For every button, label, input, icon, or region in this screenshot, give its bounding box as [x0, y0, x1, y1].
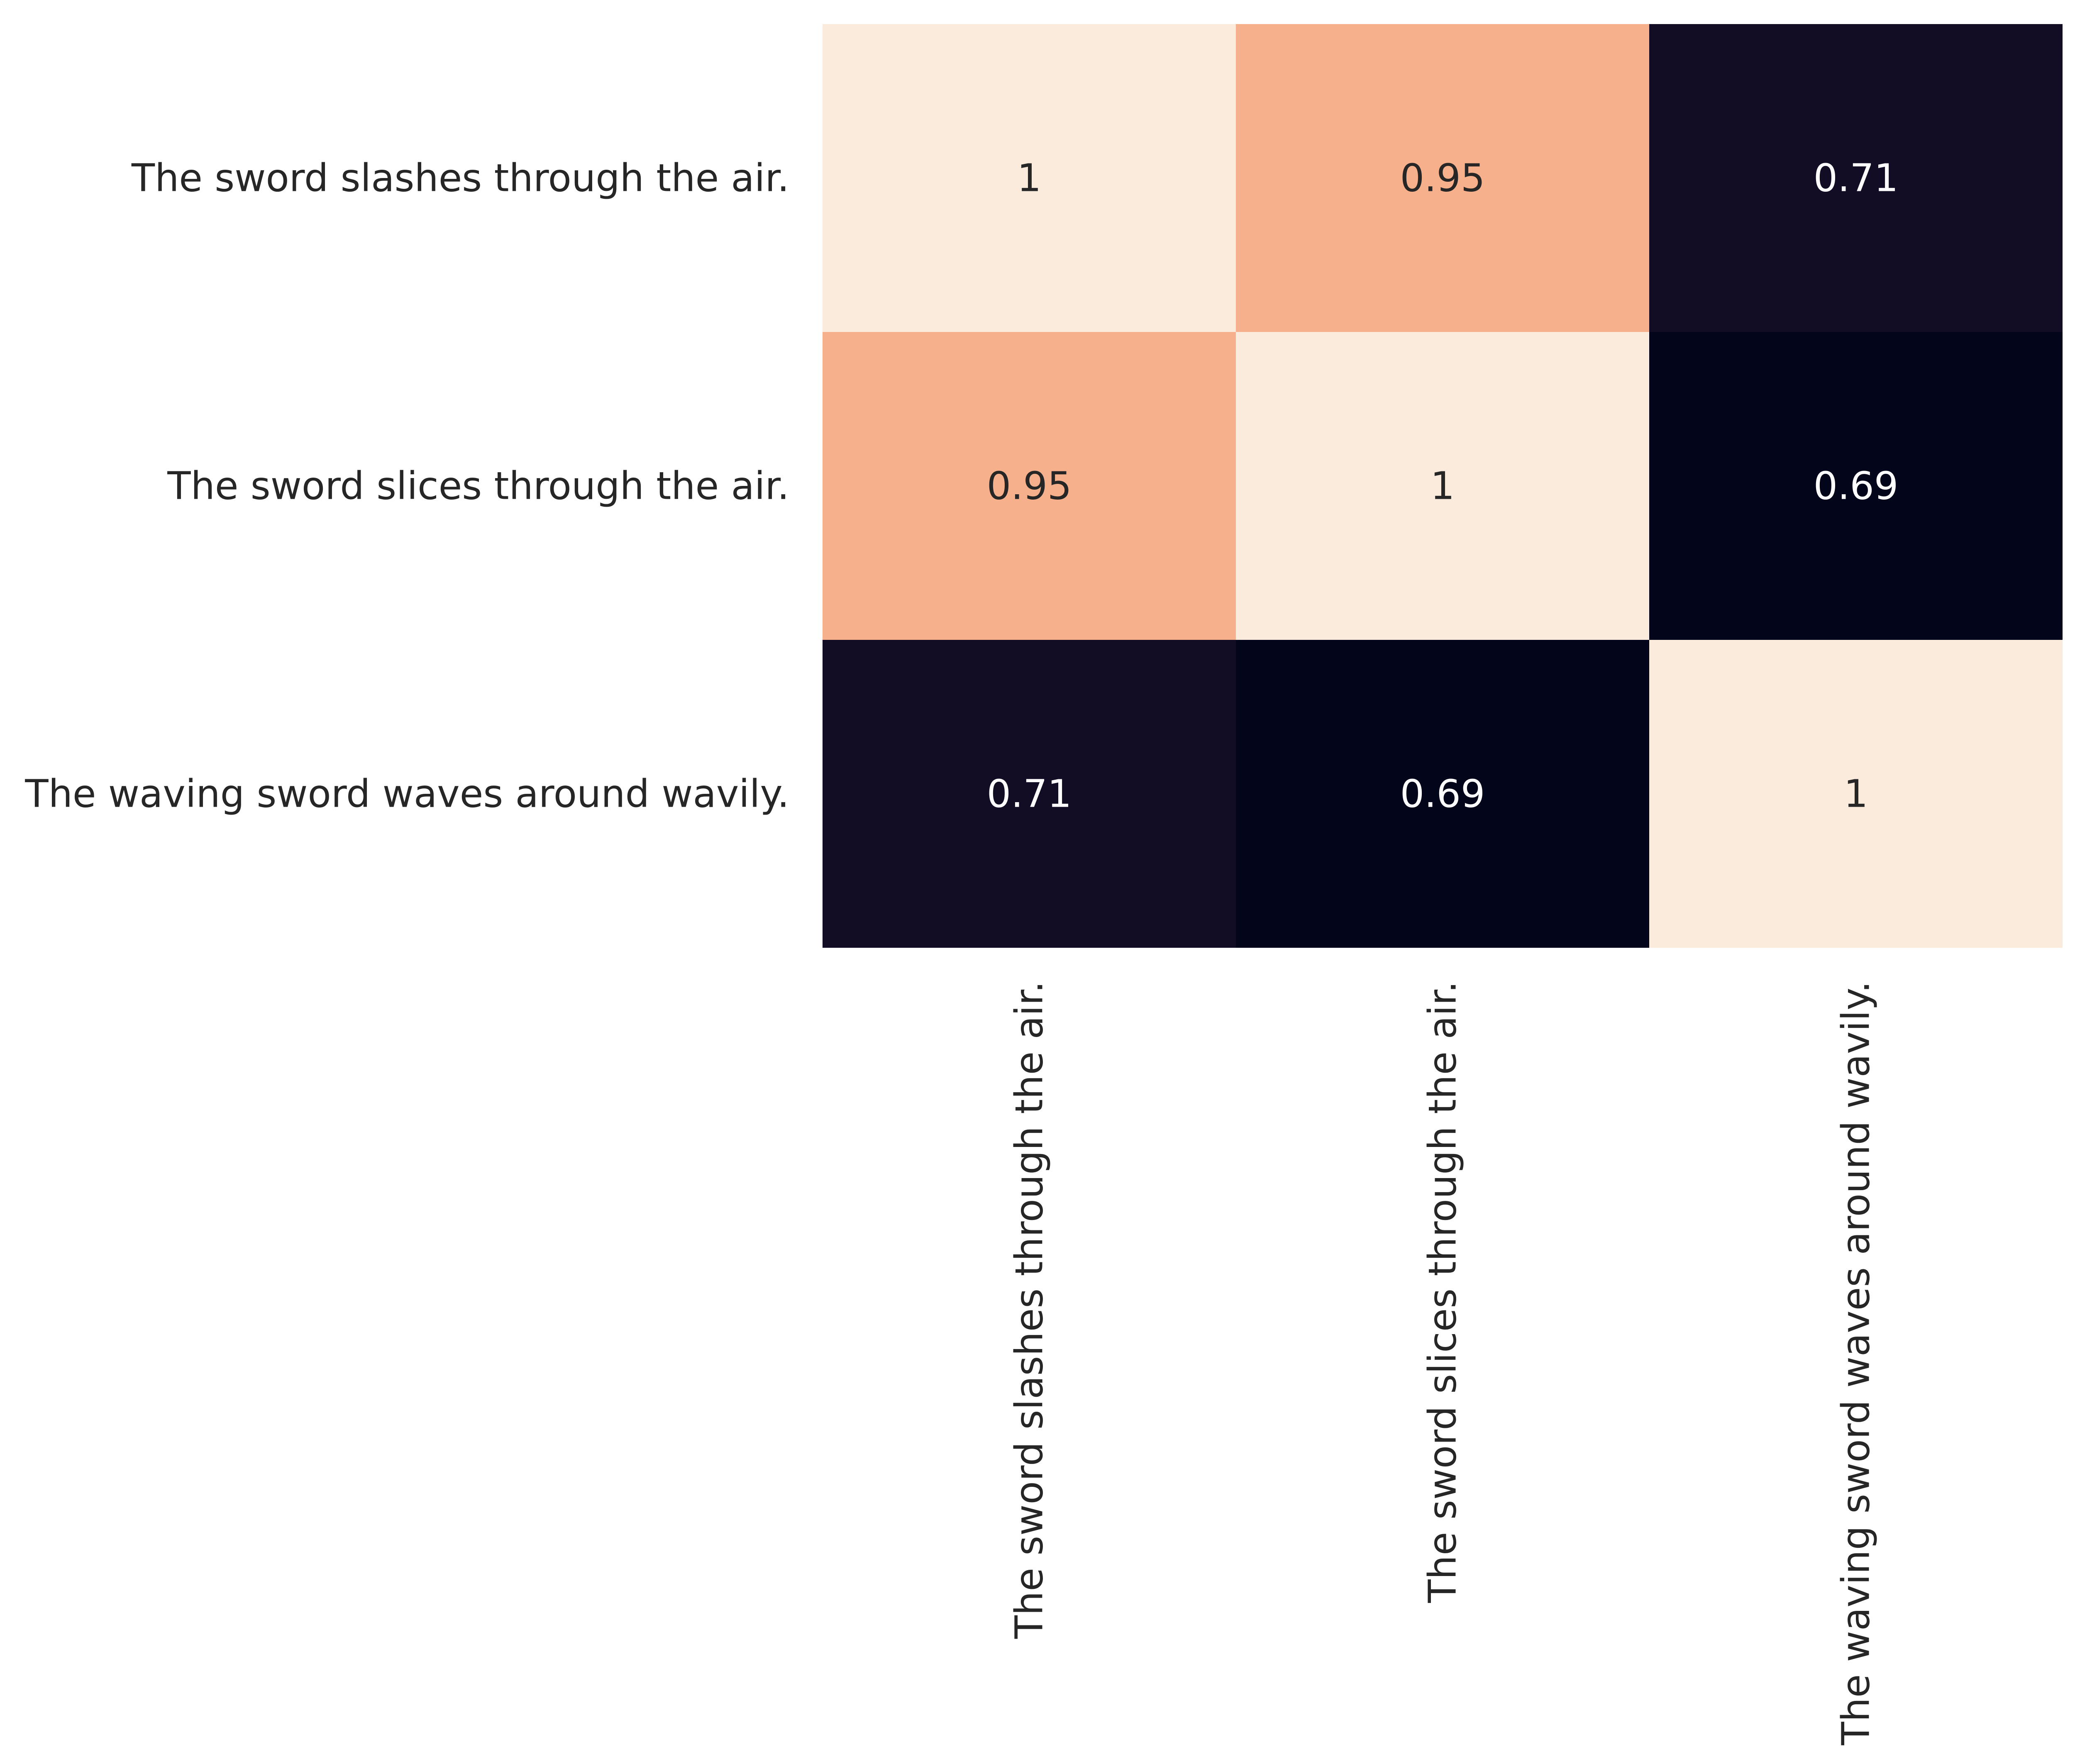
heatmap-cell-r0-c0: [823, 24, 1236, 332]
heatmap-cell-r1-c0: [823, 332, 1236, 640]
cell-value-label-r0-c0: 1: [1017, 156, 1042, 200]
cell-value-label-r2-c1: 0.69: [1400, 772, 1485, 816]
heatmap-cell-r2-c0: [823, 640, 1236, 948]
heatmap-cell-r1-c2: [1649, 332, 2063, 640]
x-tick-label-0: The sword slashes through the air.: [1007, 981, 1052, 1639]
cell-value-label-r1-c1: 1: [1431, 464, 1455, 508]
x-tick-label-1: The sword slices through the air.: [1421, 981, 1465, 1603]
cell-value-label-r0-c2: 0.71: [1814, 156, 1899, 200]
cell-value-label-r2-c0: 0.71: [987, 772, 1072, 816]
cell-value-label-r0-c1: 0.95: [1400, 156, 1485, 200]
x-axis: The sword slashes through the air. The sw…: [1007, 981, 1878, 1746]
heatmap-cell-r2-c1: [1236, 640, 1649, 948]
y-tick-label-0: The sword slashes through the air.: [131, 156, 789, 200]
y-axis: The sword slashes through the air. The sw…: [24, 156, 789, 816]
cell-value-label-r1-c2: 0.69: [1814, 464, 1899, 508]
heatmap-cell-r0-c2: [1649, 24, 2063, 332]
y-tick-label-1: The sword slices through the air.: [167, 464, 789, 508]
cell-value-label-r1-c0: 0.95: [987, 464, 1072, 508]
heatmap-cell-r0-c1: [1236, 24, 1649, 332]
heatmap-cell-r1-c1: [1236, 332, 1649, 640]
x-tick-label-2: The waving sword waves around wavily.: [1834, 981, 1878, 1746]
cell-labels-layer: 1 0.95 0.71 0.95 1 0.69 0.71 0.69 1: [987, 156, 1899, 816]
cell-value-label-r2-c2: 1: [1844, 772, 1868, 816]
heatmap-cell-r2-c2: [1649, 640, 2063, 948]
cells-layer: [823, 24, 2063, 948]
y-tick-label-2: The waving sword waves around wavily.: [24, 772, 789, 816]
